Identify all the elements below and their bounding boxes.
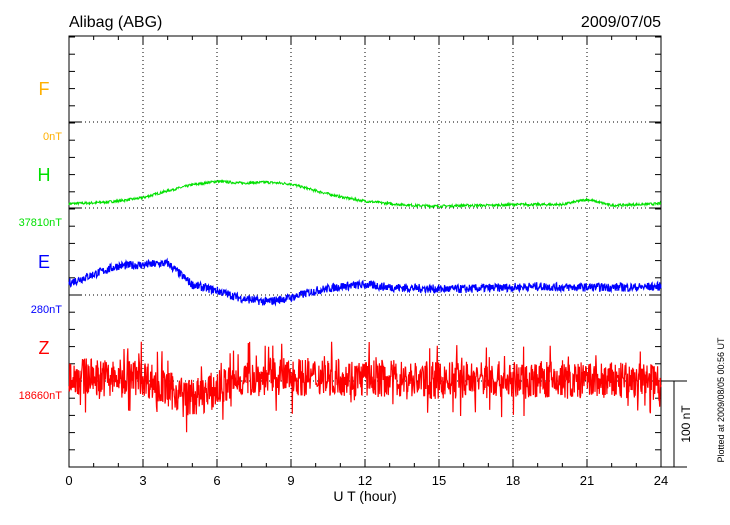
series-baseline-z: 18660nT xyxy=(19,390,63,402)
series-name-f: F xyxy=(39,79,50,99)
x-tick-label: 12 xyxy=(358,473,372,488)
x-tick-label: 24 xyxy=(654,473,668,488)
plotted-at-footer: Plotted at 2009/08/05 00:56 UT xyxy=(716,337,726,463)
x-tick-label: 3 xyxy=(139,473,146,488)
series-name-e: E xyxy=(38,252,50,272)
x-tick-label: 6 xyxy=(213,473,220,488)
x-tick-label: 18 xyxy=(506,473,520,488)
series-baseline-h: 37810nT xyxy=(19,217,63,229)
x-tick-label: 21 xyxy=(580,473,594,488)
chart-title: Alibag (ABG) xyxy=(69,14,162,31)
series-name-h: H xyxy=(38,165,51,185)
x-tick-label: 9 xyxy=(287,473,294,488)
series-trace-h xyxy=(68,178,662,210)
x-tick-label: 0 xyxy=(65,473,72,488)
x-axis-label: U T (hour) xyxy=(333,488,396,504)
scale-bar-label: 100 nT xyxy=(679,405,693,443)
series-trace-e xyxy=(68,257,662,307)
series-baseline-e: 280nT xyxy=(31,304,62,316)
x-tick-label: 15 xyxy=(432,473,446,488)
series-name-z: Z xyxy=(39,338,50,358)
series-trace-z xyxy=(68,341,662,433)
series-baseline-f: 0nT xyxy=(43,131,62,143)
chart-date: 2009/07/05 xyxy=(581,14,661,31)
